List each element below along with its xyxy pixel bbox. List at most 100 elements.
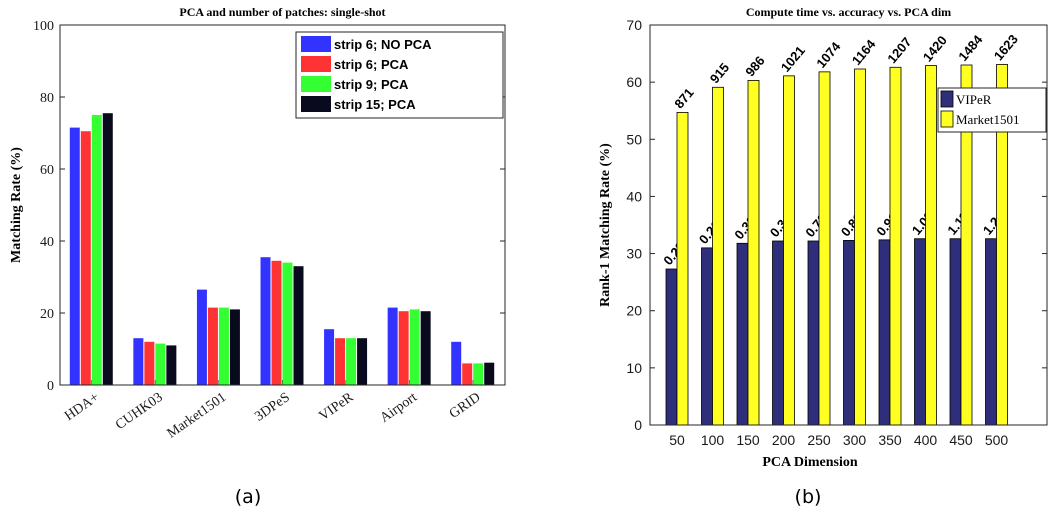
bar <box>925 65 937 426</box>
chart-title: Compute time vs. accuracy vs. PCA dim <box>746 5 951 19</box>
bar <box>102 113 113 385</box>
bar <box>80 131 91 385</box>
bar <box>451 341 462 385</box>
x-tick-label: 3DPeS <box>252 390 292 425</box>
data-label: 915 <box>707 60 732 86</box>
data-label: 1164 <box>849 36 879 68</box>
bar <box>772 240 784 426</box>
bar <box>155 343 166 385</box>
x-tick-label: GRID <box>447 390 484 422</box>
bar <box>293 266 304 385</box>
bar <box>229 309 240 385</box>
legend-label: Market1501 <box>956 112 1020 127</box>
x-tick-label: 100 <box>701 432 725 448</box>
bar <box>324 329 335 385</box>
bar <box>409 309 420 385</box>
y-tick-label: 80 <box>40 91 54 106</box>
plot-frame <box>649 24 1048 426</box>
legend-swatch <box>301 36 331 52</box>
y-tick-label: 30 <box>626 246 642 262</box>
x-tick-label: 300 <box>843 432 867 448</box>
y-axis-label: Rank-1 Matching Rate (%) <box>598 143 613 307</box>
y-tick-label: 0 <box>634 417 642 433</box>
bar <box>91 115 102 385</box>
y-tick-label: 70 <box>626 17 642 33</box>
data-label: 871 <box>671 85 696 111</box>
legend-label: strip 6; NO PCA <box>334 37 432 52</box>
bar <box>420 311 431 385</box>
bar <box>889 66 902 426</box>
bar <box>818 71 831 426</box>
x-tick-label: 250 <box>807 432 831 448</box>
data-label: 1420 <box>920 33 950 65</box>
x-tick-label: 450 <box>949 432 973 448</box>
legend-swatch <box>301 56 331 72</box>
bar <box>878 239 891 426</box>
bar <box>133 338 144 385</box>
x-tick-label: VIPeR <box>317 390 357 425</box>
y-axis-label: Matching Rate (%) <box>9 147 24 263</box>
caption-b: (b) <box>795 486 822 508</box>
bar <box>166 345 177 385</box>
y-tick-label: 40 <box>626 188 642 204</box>
y-tick-label: 60 <box>626 74 642 90</box>
bar <box>218 307 229 385</box>
bar <box>260 257 271 385</box>
bar <box>335 338 346 385</box>
bar <box>357 338 368 385</box>
bar <box>484 362 495 385</box>
x-tick-label: Market1501 <box>165 390 230 442</box>
data-label: 1021 <box>778 43 808 75</box>
chart-title: PCA and number of patches: single-shot <box>179 5 385 19</box>
bar <box>387 307 398 385</box>
caption-a: (a) <box>235 486 261 508</box>
x-tick-label: 50 <box>669 432 685 448</box>
legend-swatch <box>301 76 331 92</box>
bar <box>346 338 357 385</box>
data-label: 1484 <box>955 32 986 64</box>
bar <box>676 112 689 426</box>
bar <box>914 238 926 426</box>
legend-label: strip 9; PCA <box>334 77 409 92</box>
bar <box>398 311 409 385</box>
legend-label: VIPeR <box>956 92 992 107</box>
bar <box>271 260 282 385</box>
bar <box>701 247 713 426</box>
bar <box>807 240 820 426</box>
legend-label: strip 15; PCA <box>334 97 416 112</box>
y-tick-label: 0 <box>47 379 54 394</box>
legend-swatch <box>301 96 331 112</box>
x-tick-label: HDA+ <box>62 390 102 424</box>
x-tick-label: 200 <box>772 432 796 448</box>
bar <box>783 75 795 426</box>
bar <box>712 86 724 426</box>
y-tick-label: 10 <box>626 360 642 376</box>
plot-frame <box>59 24 506 386</box>
bar <box>207 307 218 385</box>
legend-label: strip 6; PCA <box>334 57 409 72</box>
legend-swatch <box>940 110 954 128</box>
data-label: 986 <box>742 53 767 79</box>
bar <box>69 127 80 385</box>
bar <box>462 363 473 385</box>
legend-box <box>937 87 1047 133</box>
bar <box>843 240 855 426</box>
y-tick-label: 20 <box>626 303 642 319</box>
x-tick-label: 400 <box>914 432 938 448</box>
bar <box>736 242 749 426</box>
x-axis-label: PCA Dimension <box>762 455 858 470</box>
bar <box>985 238 997 426</box>
bar <box>747 80 760 426</box>
bar <box>144 341 155 385</box>
x-tick-label: CUHK03 <box>113 390 166 433</box>
data-label: 1074 <box>813 38 844 70</box>
data-label: 1623 <box>991 32 1021 64</box>
x-tick-label: Airport <box>378 390 420 426</box>
bar <box>196 289 207 385</box>
bar <box>473 363 484 385</box>
y-tick-label: 40 <box>40 235 54 250</box>
y-tick-label: 100 <box>33 19 54 34</box>
y-tick-label: 20 <box>40 307 54 322</box>
chart-a: PCA and number of patches: single-shot Ma… <box>9 5 506 442</box>
